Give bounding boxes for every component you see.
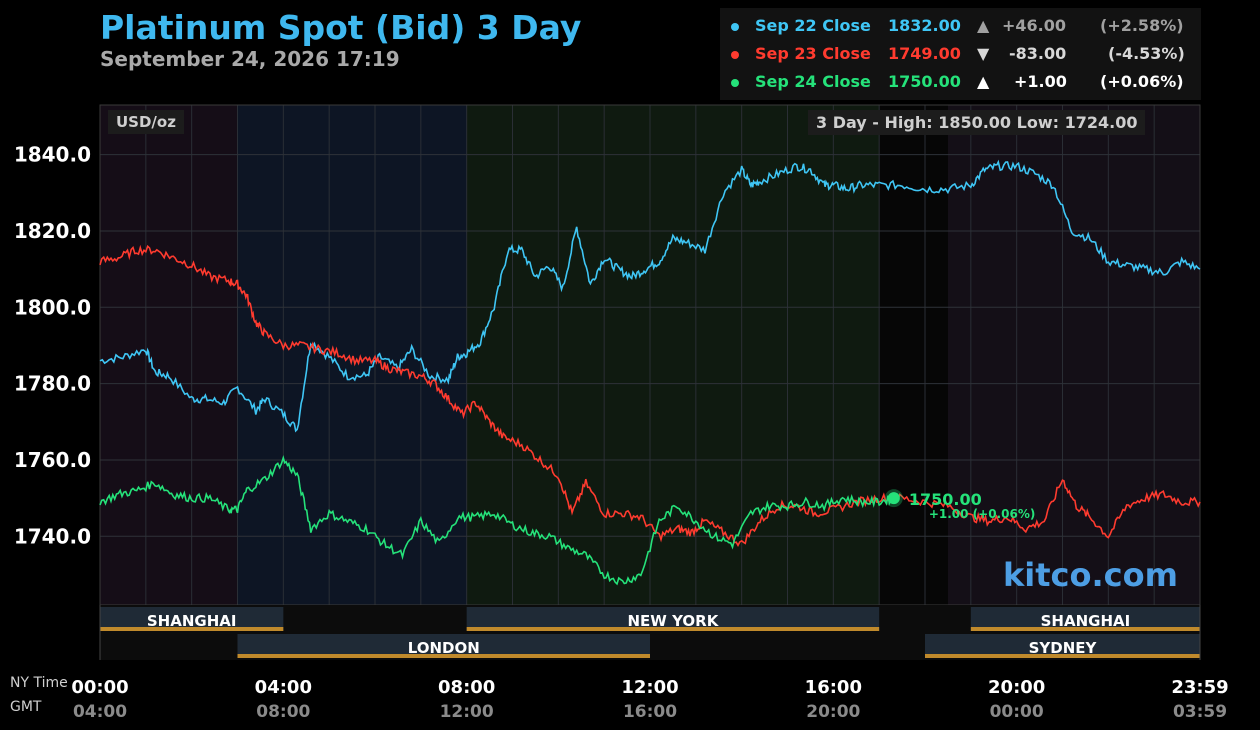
current-change-label: +1.00 (+0.06%) <box>929 507 1035 521</box>
x-tick-gmt: 00:00 <box>990 702 1044 722</box>
legend-dot <box>731 51 739 59</box>
chart-date: September 24, 2026 17:19 <box>100 47 400 71</box>
x-tick-gmt: 08:00 <box>256 702 310 722</box>
x-tick-ny: 16:00 <box>805 677 862 698</box>
x-tick-ny: 08:00 <box>438 677 495 698</box>
legend-change: +1.00 <box>1014 72 1067 91</box>
y-tick-label: 1800.0 <box>14 295 91 319</box>
legend-row-sep23: Sep 23 Close 1749.00 ▼ -83.00 (-4.53%) <box>720 42 1201 68</box>
current-value-label: 1750.00 <box>909 490 982 509</box>
brand-logo: kitco.com <box>1003 556 1178 594</box>
session-bar-underline <box>100 627 284 631</box>
y-tick-label: 1740.0 <box>14 524 91 548</box>
legend-change: +46.00 <box>1002 16 1067 35</box>
series-line-sep-23-close <box>99 244 1201 547</box>
series-line-sep-22-close <box>99 159 1201 433</box>
x-tick-ny: 12:00 <box>621 677 678 698</box>
session-zone <box>947 105 1200 605</box>
legend-arrow: ▲ <box>977 16 990 35</box>
session-label: SHANGHAI <box>1041 612 1131 630</box>
current-point <box>887 492 900 505</box>
session-label: NEW YORK <box>628 612 720 630</box>
session-zone <box>466 105 880 605</box>
legend-value: 1750.00 <box>888 72 961 91</box>
session-bar-underline <box>970 627 1200 631</box>
legend-row-sep24: Sep 24 Close 1750.00 ▲ +1.00 (+0.06%) <box>720 70 1201 96</box>
x-tick-ny: 00:00 <box>71 677 128 698</box>
legend-pct: (-4.53%) <box>1108 44 1185 63</box>
legend-dot <box>731 79 739 87</box>
session-bar-underline <box>466 627 880 631</box>
session-zone <box>237 105 467 605</box>
x-tick-ny: 23:59 <box>1171 677 1228 698</box>
series-line-sep-24-close <box>99 454 895 586</box>
unit-badge: USD/oz <box>108 110 184 134</box>
x-tick-ny: 20:00 <box>988 677 1045 698</box>
legend-row-sep22: Sep 22 Close 1832.00 ▲ +46.00 (+2.58%) <box>720 14 1201 40</box>
low-label: Low: 1724.00 <box>1016 113 1138 132</box>
session-label: LONDON <box>408 639 480 657</box>
session-zone <box>100 105 238 605</box>
high-label: 3 Day - High: 1850.00 <box>816 113 1012 132</box>
y-tick-label: 1840.0 <box>14 143 91 167</box>
legend-box: Sep 22 Close 1832.00 ▲ +46.00 (+2.58%) S… <box>720 8 1201 100</box>
x-tick-ny: 04:00 <box>255 677 312 698</box>
page-title: Platinum Spot (Bid) 3 Day <box>100 8 582 47</box>
x-tick-gmt: 03:59 <box>1173 702 1227 722</box>
ny-time-label: NY Time <box>10 675 68 691</box>
session-bar-underline <box>925 654 1200 658</box>
legend-label: Sep 22 Close <box>755 16 871 35</box>
legend-pct: (+0.06%) <box>1100 72 1184 91</box>
legend-label: Sep 24 Close <box>755 72 871 91</box>
x-tick-gmt: 16:00 <box>623 702 677 722</box>
high-low-badge: 3 Day - High: 1850.00 Low: 1724.00 <box>808 110 1146 135</box>
legend-dot <box>731 23 739 31</box>
legend-arrow: ▲ <box>977 72 990 91</box>
x-tick-gmt: 20:00 <box>806 702 860 722</box>
x-tick-gmt: 04:00 <box>73 702 127 722</box>
x-tick-gmt: 12:00 <box>440 702 494 722</box>
y-tick-label: 1760.0 <box>14 448 91 472</box>
legend-change: -83.00 <box>1009 44 1067 63</box>
session-zone <box>879 105 948 605</box>
gmt-label: GMT <box>10 699 42 715</box>
legend-value: 1749.00 <box>888 44 961 63</box>
session-label: SYDNEY <box>1029 639 1098 657</box>
y-tick-label: 1780.0 <box>14 372 91 396</box>
session-bar-underline <box>237 654 650 658</box>
legend-label: Sep 23 Close <box>755 44 871 63</box>
legend-value: 1832.00 <box>888 16 961 35</box>
legend-pct: (+2.58%) <box>1100 16 1184 35</box>
session-label: SHANGHAI <box>147 612 237 630</box>
y-tick-label: 1820.0 <box>14 219 91 243</box>
legend-arrow: ▼ <box>977 44 990 63</box>
